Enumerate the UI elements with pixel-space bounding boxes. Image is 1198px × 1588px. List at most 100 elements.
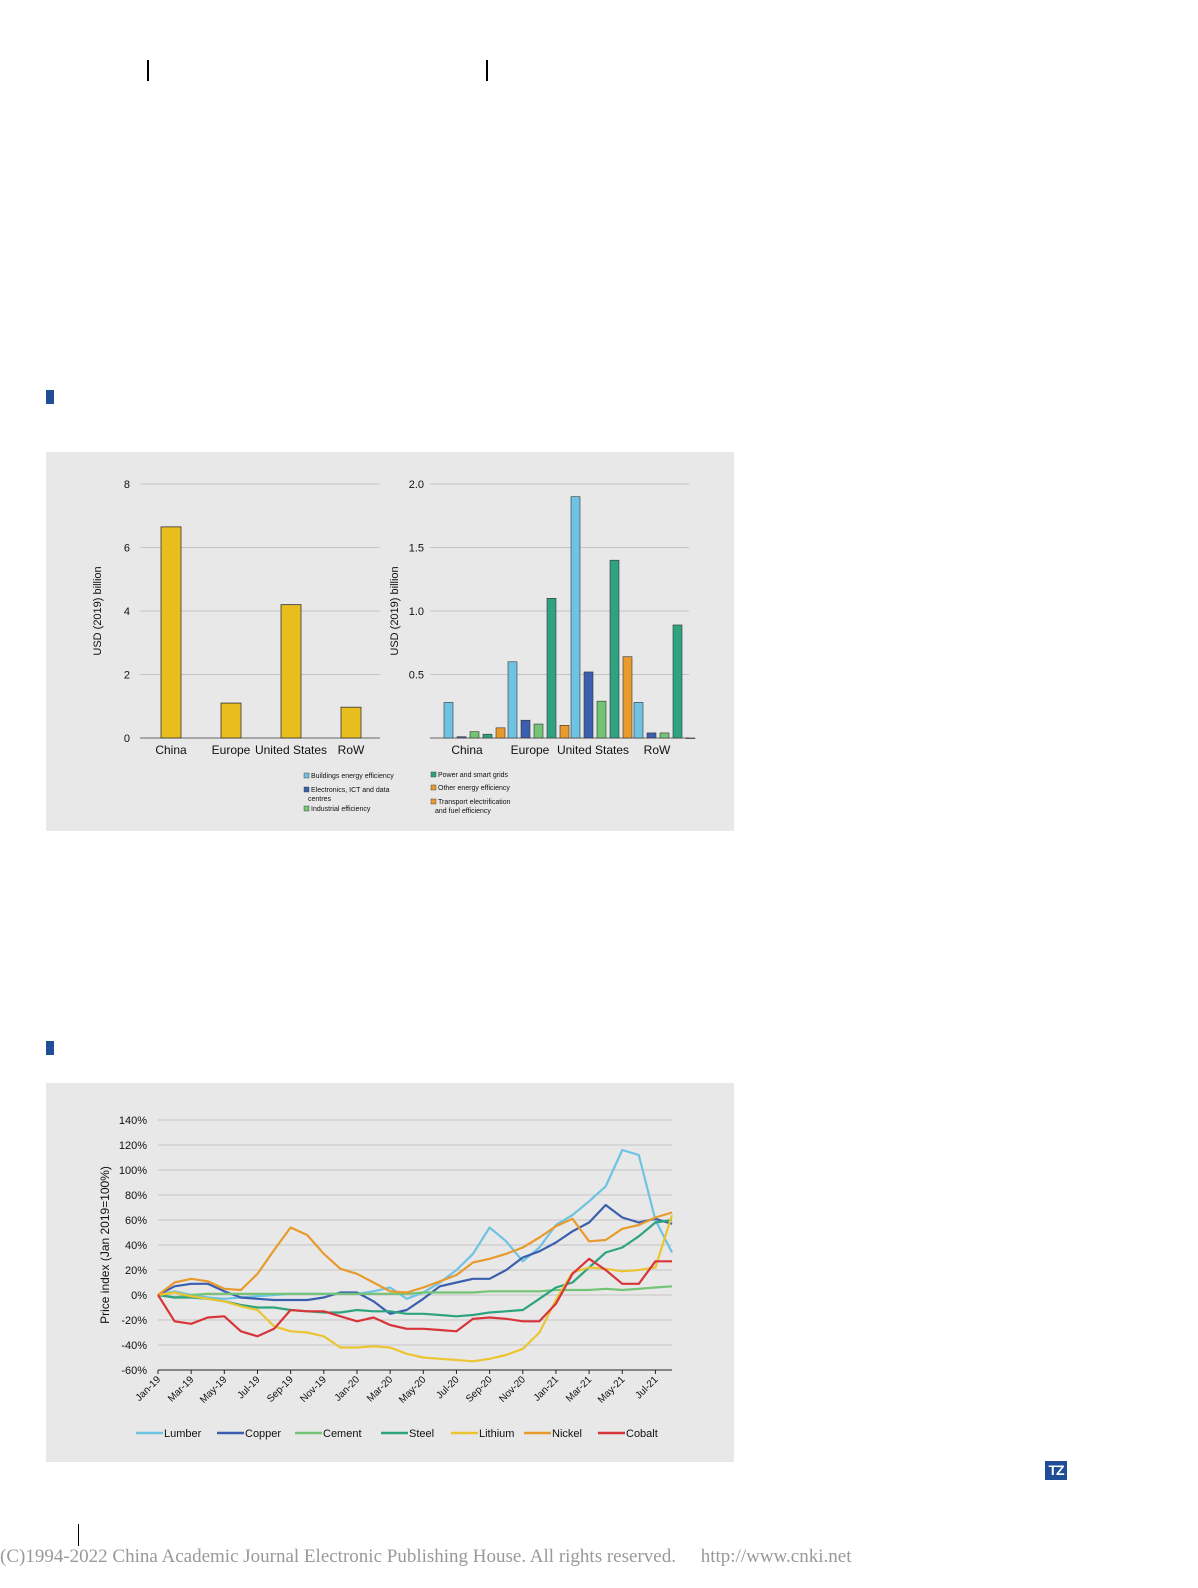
legend-swatch [303,772,310,779]
legend-label: Power and smart grids [438,772,509,779]
x-tick-label: Europe [212,743,251,757]
legend-swatch [430,798,437,805]
y-tick-label: 0% [131,1290,147,1302]
y-tick-label: 2 [124,670,130,682]
y-tick-label: 0 [124,733,130,745]
y-tick-label: -60% [121,1365,147,1377]
y-tick-label: -40% [121,1340,147,1352]
legend-label: Lithium [479,1428,514,1440]
bar [443,702,454,739]
bar [220,702,242,739]
y-tick-label: 8 [124,479,130,491]
y-tick-label: 120% [119,1140,147,1152]
bar [482,733,493,739]
x-tick-label: May-21 [596,1374,628,1406]
series-line [157,1211,673,1296]
x-tick-label: Europe [511,743,550,757]
y-tick-label: 140% [119,1115,147,1127]
legend-label: Cement [323,1428,362,1440]
legend-label: Nickel [552,1428,582,1440]
legend-swatch [303,805,310,812]
bar [469,731,480,739]
legend-swatch [303,786,310,793]
legend-label: centres [308,796,331,803]
bar [280,604,302,739]
x-tick-label: RoW [338,743,365,757]
x-tick-label: Nov-20 [497,1374,528,1405]
bar [533,723,544,739]
footer-url: http://www.cnki.net [700,1546,852,1567]
y-tick-label: -20% [121,1315,147,1327]
y-tick-label: 80% [125,1190,147,1202]
legend-label: Steel [409,1428,434,1440]
y-tick-label: 20% [125,1265,147,1277]
x-tick-label: May-19 [198,1374,230,1406]
line-chart-figure: -60% -40% -20% 0% 20% 40% 60% 80% 100% 120% 140% Pr… [98,1115,674,1440]
bar [685,737,696,739]
x-tick-label: Sep-19 [265,1374,296,1405]
legend-label: Copper [245,1428,281,1440]
x-tick-label: China [451,743,483,757]
bar-charts-figure: 0 2 4 6 8 USD (2019) billion China Europe United… [92,479,696,815]
series-line [157,1148,673,1300]
footer-rule [78,1524,79,1546]
bar [546,598,557,739]
y-tick-label: 2.0 [409,479,424,491]
series-line [157,1257,672,1338]
legend-swatch [430,771,437,778]
y-tick-label: 1.5 [409,543,424,555]
y-tick-label: 1.0 [409,606,424,618]
y-tick-label: 40% [125,1240,147,1252]
legend-label: Lumber [164,1428,202,1440]
y-tick-label: 60% [125,1215,147,1227]
bar [495,727,506,739]
x-tick-label: Jan-21 [532,1374,562,1404]
legend-swatch [430,784,437,791]
bar [672,624,683,739]
bar [559,724,570,739]
series-line [157,1285,673,1299]
footer-copyright: (C)1994-2022 China Academic Journal Elec… [0,1546,676,1567]
figure-panel-2: -60% -40% -20% 0% 20% 40% 60% 80% 100% 120% 140% Pr… [46,1083,734,1462]
x-tick-label: United States [255,743,327,757]
y-axis-label: USD (2019) billion [92,566,104,655]
x-tick-label: Mar-19 [166,1374,196,1404]
legend-label: Industrial efficiency [311,806,371,813]
x-tick-label: Jul-21 [633,1374,660,1401]
x-tick-label: Jan-20 [333,1374,363,1404]
bar [507,661,518,739]
x-tick-label: Jul-19 [236,1374,263,1401]
bar [596,700,607,739]
header-rule-left [147,60,149,81]
legend-label: and fuel efficiency [435,808,491,815]
bar [583,671,594,739]
bar [456,736,467,739]
series-line [157,1203,673,1315]
x-tick-label: Mar-21 [564,1374,594,1404]
journal-logo: TZ [1045,1461,1067,1480]
x-tick-label: Mar-20 [365,1374,395,1404]
figure-panel-1: 0 2 4 6 8 USD (2019) billion China Europe United… [46,452,734,831]
y-axis-label: Price index (Jan 2019=100%) [98,1166,112,1324]
bar [340,706,362,739]
x-tick-label: May-20 [397,1374,429,1406]
y-tick-label: 4 [124,606,130,618]
bar [570,496,581,739]
y-tick-label: 0.5 [409,670,424,682]
legend-label: Transport electrification [438,799,511,806]
bar [633,702,644,739]
x-tick-label: Jul-20 [435,1374,462,1401]
header-rule-right [486,60,488,81]
bar [646,732,657,739]
bar [659,732,670,739]
x-tick-label: Nov-19 [298,1374,329,1405]
bar [520,719,531,739]
bar [609,559,620,739]
y-tick-label: 100% [119,1165,147,1177]
x-tick-label: RoW [644,743,671,757]
bar [160,526,182,739]
legend-label: Electronics, ICT and data [311,787,390,794]
footer: (C)1994-2022 China Academic Journal Elec… [0,1546,1198,1568]
series-line [157,1214,674,1363]
series-line [157,1218,673,1318]
